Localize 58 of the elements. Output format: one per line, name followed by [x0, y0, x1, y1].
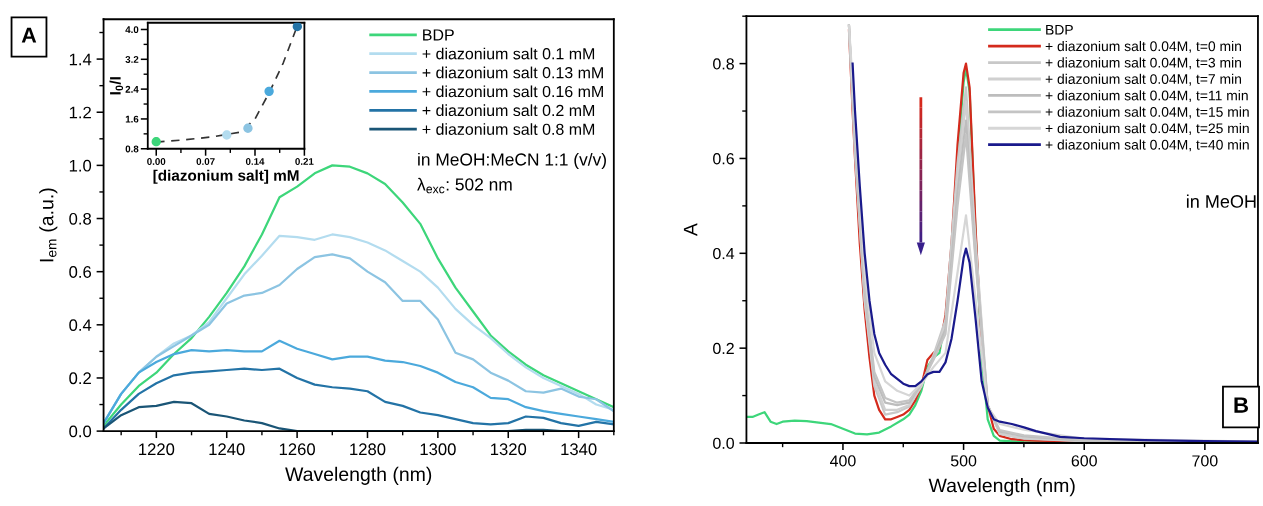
y-tick-label: 4.0	[125, 26, 139, 34]
y-tick-label: 2.4	[125, 85, 139, 93]
legend-label: BDP	[1046, 25, 1073, 35]
x-tick-label: 1300	[420, 443, 456, 456]
x-tick-label: 0.00	[147, 158, 166, 165]
y-axis-title: A	[683, 223, 698, 237]
legend-label: + diazonium salt 0.1 mM	[422, 47, 595, 60]
x-tick-label: 700	[1192, 455, 1218, 467]
legend-label: + diazonium salt 0.04M, t=11 min	[1045, 90, 1248, 103]
x-tick-label: 1280	[350, 443, 386, 456]
y-tick-label: 3.2	[125, 56, 139, 63]
y-tick-label: 0.4	[69, 319, 92, 332]
y-tick-label: 0.8	[125, 145, 139, 153]
legend-label: + diazonium salt 0.13 mM	[422, 66, 603, 79]
x-tick-label: 0.14	[245, 158, 265, 165]
x-tick-label: 0.21	[295, 158, 314, 165]
legend-label: + diazonium salt 0.16 mM	[422, 85, 603, 98]
y-tick-label: 0.4	[713, 247, 735, 260]
y-tick-label: 0.2	[69, 372, 91, 385]
legend-label: + diazonium salt 0.04M, t=0 min	[1045, 40, 1241, 53]
legend-label: + diazonium salt 0.8 mM	[422, 123, 595, 135]
y-tick-label: 1.6	[125, 115, 139, 123]
y-tick-label: 0.6	[69, 266, 92, 278]
legend-label: BDP	[423, 29, 454, 41]
y-tick-label: 0.6	[713, 153, 734, 165]
annotation: λ$_{exc}$: 502 nm	[417, 177, 512, 194]
y-axis-title: I$_{em}$ (a.u.)	[39, 188, 58, 262]
x-tick-label: 1240	[209, 443, 245, 456]
legend-label: + diazonium salt 0.04M, t=25 min	[1045, 123, 1249, 135]
x-axis-title: Wavelength (nm)	[285, 466, 432, 485]
y-tick-label: 0.0	[713, 437, 734, 449]
x-tick-label: 400	[829, 455, 856, 467]
x-tick-label: 1340	[561, 443, 597, 456]
annotation: B	[1234, 397, 1249, 413]
y-tick-label: 0.0	[69, 425, 92, 438]
y-axis-title: I$_{0}$/I	[109, 77, 124, 95]
text: A	[21, 27, 37, 43]
y-tick-label: 1.4	[69, 53, 92, 66]
annotation: in MeOH:MeCN 1:1 (v/v)	[418, 152, 606, 170]
y-tick-label: 0.8	[69, 212, 92, 225]
x-tick-label: 1260	[279, 443, 315, 456]
x-axis-title: [diazonium salt] mM	[153, 169, 299, 184]
y-tick-label: 1.2	[69, 106, 91, 119]
legend-label: + diazonium salt 0.04M, t=15 min	[1045, 106, 1249, 119]
legend-label: + diazonium salt 0.04M, t=3 min	[1045, 57, 1241, 70]
x-axis-title: Wavelength (nm)	[928, 478, 1075, 497]
annotation: in MeOH	[1186, 194, 1256, 208]
legend-label: + diazonium salt 0.04M, t=7 min	[1045, 73, 1241, 86]
y-tick-label: 1.0	[69, 159, 92, 172]
x-tick-label: 1220	[139, 443, 175, 456]
x-tick-label: 500	[950, 455, 977, 467]
legend-label: + diazonium salt 0.04M, t=40 min	[1045, 139, 1249, 152]
x-tick-label: 600	[1071, 455, 1097, 467]
x-tick-label: 0.07	[196, 158, 215, 165]
y-tick-label: 0.8	[713, 58, 734, 70]
y-tick-label: 0.2	[713, 342, 734, 355]
x-tick-label: 1320	[490, 443, 527, 456]
legend-label: + diazonium salt 0.2 mM	[422, 104, 595, 117]
